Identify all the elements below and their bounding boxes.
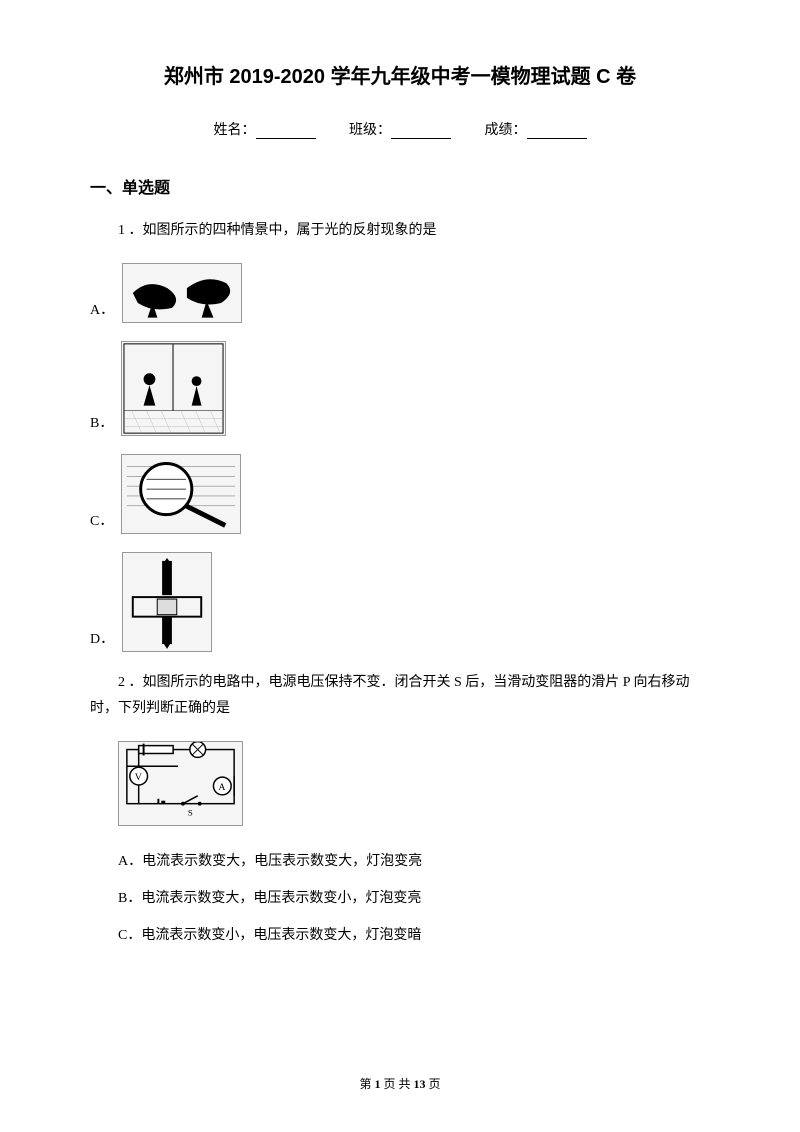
q1-image-d-refraction: [122, 552, 212, 652]
q1-text: ．如图所示的四种情景中，属于光的反射现象的是: [129, 223, 437, 238]
q1-option-a-label: A．: [90, 299, 114, 323]
q2-text: ．如图所示的电路中，电源电压保持不变．闭合开关 S 后，当滑动变阻器的滑片 P …: [90, 675, 690, 717]
class-blank: [391, 138, 451, 139]
footer-suffix: 页: [426, 1077, 441, 1091]
q1-option-b-label: B．: [90, 412, 113, 436]
page-footer: 第 1 页 共 13 页: [0, 1075, 800, 1092]
q1-option-c-label: C．: [90, 510, 113, 534]
q1-option-d-row: D．: [90, 552, 710, 652]
footer-prefix: 第: [359, 1077, 374, 1091]
footer-mid: 页 共: [380, 1077, 413, 1091]
score-blank: [527, 138, 587, 139]
question-1: 1 ．如图所示的四种情景中，属于光的反射现象的是: [90, 218, 710, 245]
q1-option-b-row: B．: [90, 341, 710, 436]
class-label: 班级：: [349, 123, 391, 138]
q2-choice-b: B．电流表示数变大，电压表示数变小，灯泡变亮: [90, 883, 710, 915]
q1-option-c-row: C．: [90, 454, 710, 534]
name-blank: [256, 138, 316, 139]
q2-choice-c: C．电流表示数变小，电压表示数变大，灯泡变暗: [90, 920, 710, 952]
footer-total-pages: 13: [414, 1077, 426, 1091]
student-info-row: 姓名： 班级： 成绩：: [90, 119, 710, 139]
q1-image-a-shadow-puppet: [122, 263, 242, 323]
q1-option-a-row: A．: [90, 263, 710, 323]
score-label: 成绩：: [485, 123, 527, 138]
question-2: 2 ．如图所示的电路中，电源电压保持不变．闭合开关 S 后，当滑动变阻器的滑片 …: [90, 670, 710, 723]
q1-image-c-magnifying-glass: [121, 454, 241, 534]
svg-text:V: V: [135, 772, 142, 783]
q2-number: 2: [118, 675, 125, 690]
q2-choices: A．电流表示数变大，电压表示数变大，灯泡变亮 B．电流表示数变大，电压表示数变小…: [90, 846, 710, 953]
q2-choice-a: A．电流表示数变大，电压表示数变大，灯泡变亮: [90, 846, 710, 878]
class-field: 班级：: [349, 119, 451, 139]
svg-text:P: P: [141, 741, 146, 744]
svg-text:S: S: [188, 807, 193, 817]
score-field: 成绩：: [485, 119, 587, 139]
q1-image-b-mirror-reflection: [121, 341, 226, 436]
section-1-heading: 一、单选题: [90, 174, 710, 198]
q2-circuit-diagram: P V A S: [118, 741, 243, 826]
q1-number: 1: [118, 223, 125, 238]
q1-option-d-label: D．: [90, 628, 114, 652]
exam-title: 郑州市 2019-2020 学年九年级中考一模物理试题 C 卷: [90, 60, 710, 89]
svg-text:A: A: [218, 782, 226, 793]
name-label: 姓名：: [214, 123, 256, 138]
name-field: 姓名：: [214, 119, 316, 139]
